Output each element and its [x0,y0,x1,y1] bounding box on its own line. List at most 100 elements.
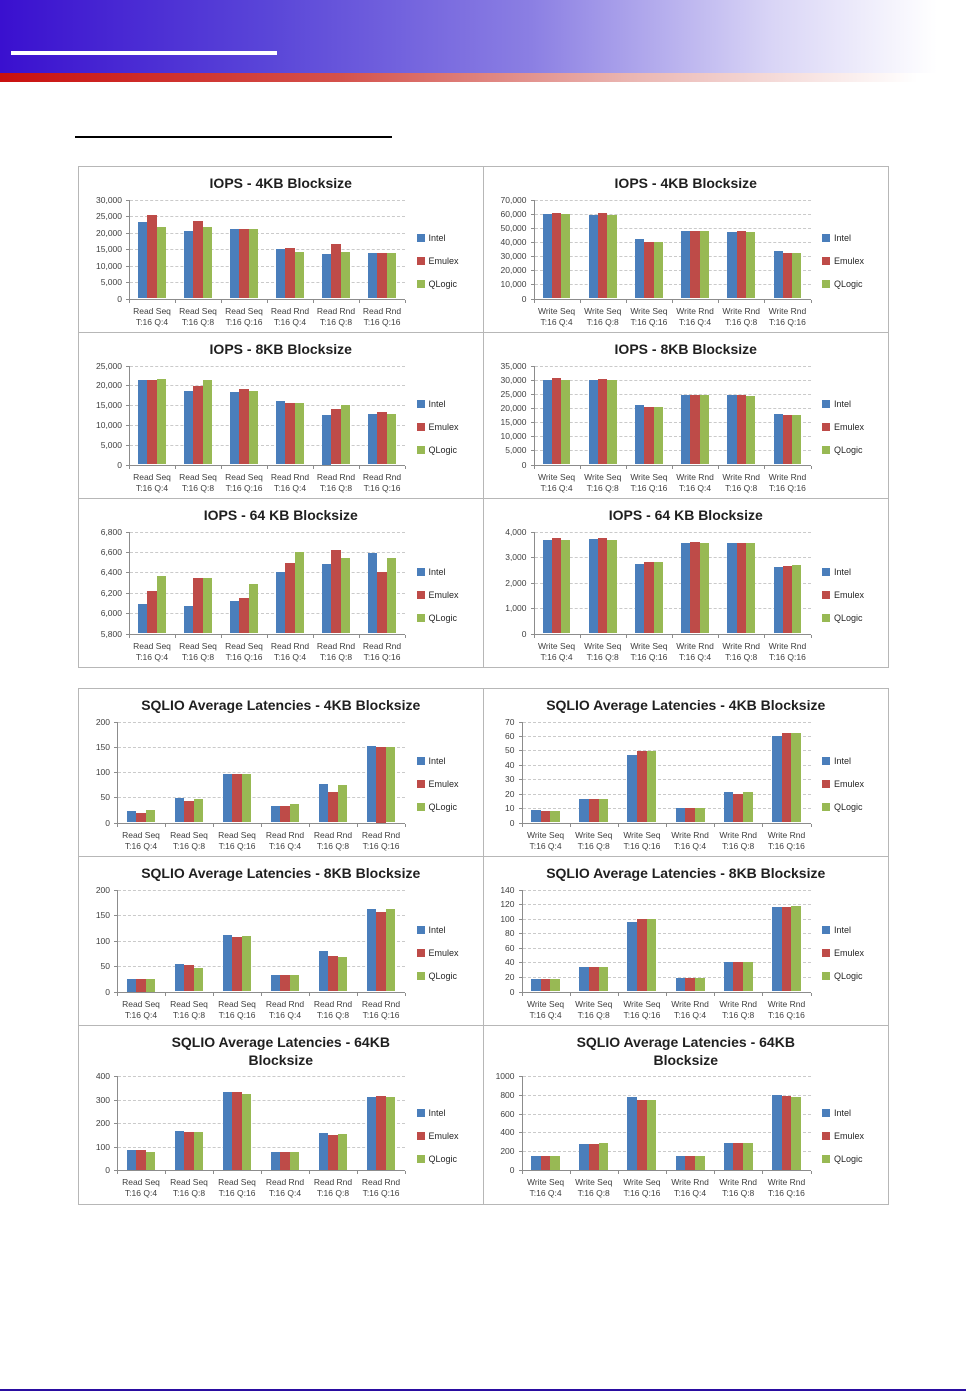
legend-item-intel: Intel [822,567,884,577]
y-axis [129,531,130,635]
x-tick [617,823,619,827]
x-axis [117,991,405,993]
bar-intel [318,784,329,823]
x-axis [129,298,405,300]
legend-label: Emulex [834,589,865,600]
y-axis-label: 6,200 [100,587,122,598]
legend-swatch-intel [416,567,425,576]
chart-title: SQLIO Average Latencies - 8KB Blocksize [546,865,826,881]
x-tick [718,465,720,469]
bar-qlogic [561,379,571,465]
x-category-label: Write Rnd T:16 Q:16 [767,829,806,851]
bar-emulex [637,1099,647,1170]
bar-qlogic [743,792,753,823]
x-tick [261,1171,262,1174]
x-axis [533,464,811,466]
bar-qlogic [340,404,350,465]
x-tick [714,823,716,827]
y-tick [530,270,534,272]
x-category-label: Write Rnd T:16 Q:4 [671,998,709,1020]
bar-qlogic [646,1099,657,1170]
bar-intel [588,380,599,465]
y-axis-label: 100 [95,1141,110,1152]
x-tick [762,823,764,827]
bar-qlogic [241,936,252,992]
chart-body: 0 10 20 30 40 50 60 70 Write Seq T:16 Q:4 Write S… [488,715,885,855]
bar-intel [322,254,332,299]
gridline [522,947,811,949]
bar-qlogic [653,241,663,299]
x-category-label: Read Rnd T:16 Q:4 [270,305,310,327]
x-category-label: Read Seq T:16 Q:4 [133,640,171,662]
y-axis-label: 30,000 [96,194,122,205]
bar-emulex [239,389,249,465]
bar-intel [138,221,148,299]
bar-emulex [644,241,654,299]
x-tick [666,992,667,996]
legend: Intel Emulex QLogic [413,1069,479,1202]
y-axis-label: 100 [95,935,110,946]
chart-latency-64kb-read: SQLIO Average Latencies - 64KB Blocksize… [79,1026,484,1204]
y-axis-label: 6,400 [100,567,122,578]
y-tick [530,241,534,243]
x-tick [221,299,222,303]
bar-intel [681,231,691,299]
x-category-label: Read Seq T:16 Q:4 [122,998,160,1020]
y-axis-label: 20,000 [96,380,122,391]
y-axis-label: 40,000 [500,236,527,247]
bar-intel [230,229,240,299]
y-axis-label: 10,000 [500,431,527,442]
bar-intel [222,1091,233,1170]
x-category-label: Read Rnd T:16 Q:4 [265,1177,305,1199]
y-tick [114,772,117,773]
bar-intel [270,1152,281,1170]
legend-item-emulex: Emulex [416,590,479,600]
gridline [534,450,811,452]
x-category-label: Write Seq T:16 Q:4 [537,305,576,327]
x-tick [213,1171,214,1174]
x-tick [405,634,406,638]
y-tick [530,393,534,395]
chart-title: IOPS - 64 KB Blocksize [203,507,358,523]
gridline [118,940,405,942]
gridline [130,385,405,387]
x-tick [666,823,667,827]
y-tick [518,735,522,737]
x-category-label: Read Rnd T:16 Q:8 [316,471,356,493]
x-category-label: Read Rnd T:16 Q:4 [265,998,305,1020]
gridline [118,746,405,748]
gridline [534,557,811,558]
legend-swatch-intel [416,400,425,409]
legend-item-emulex: Emulex [822,948,884,958]
bar-emulex [736,230,746,299]
y-tick [126,199,129,201]
bar-intel [368,252,378,299]
chart-body: 0 50 100 150 200 Read Seq T:16 Q:4 Read Seq T:… [83,715,479,855]
chart-iops-8kb-read: IOPS - 8KB Blocksize 0 5,000 10,000 15,000 20… [79,333,484,499]
bar-emulex [184,965,194,992]
chart-title: IOPS - 8KB Blocksize [209,341,352,357]
y-axis-label: 200 [95,716,110,727]
y-axis-label: 1,000 [505,603,527,613]
gridline [118,772,405,773]
x-category-label: Write Rnd T:16 Q:8 [719,829,758,851]
y-tick [114,991,117,993]
bar-intel [276,249,286,299]
bar-qlogic [386,252,396,299]
bar-emulex [232,773,242,823]
y-tick [114,822,117,824]
chart-latency-8kb-write: SQLIO Average Latencies - 8KB Blocksize 0… [483,857,888,1026]
legend-item-qlogic: QLogic [416,971,479,981]
gridline [130,365,405,367]
x-category-label: Read Rnd T:16 Q:16 [362,305,402,327]
bar-qlogic [386,558,396,634]
bar-intel [276,400,286,465]
legend-item-qlogic: QLogic [822,802,884,812]
x-tick [175,634,176,638]
bar-emulex [551,537,562,634]
legend-swatch-intel [822,400,830,409]
gridline [522,1094,811,1096]
bar-intel [635,404,645,465]
bar-qlogic [193,799,204,823]
x-axis [521,822,811,824]
